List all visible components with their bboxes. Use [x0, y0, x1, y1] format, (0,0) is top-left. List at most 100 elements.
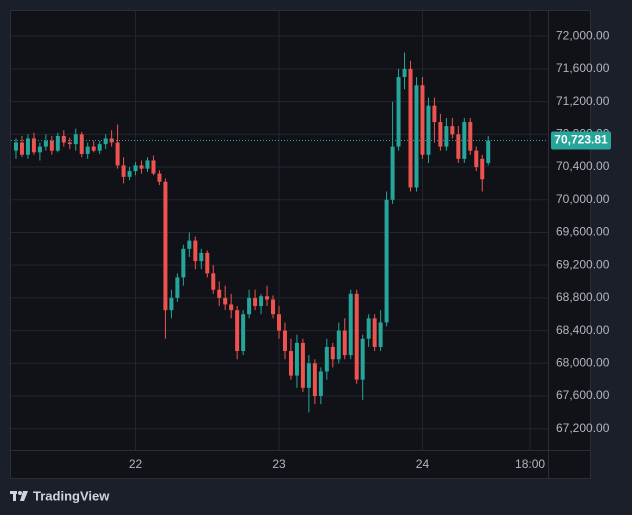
candle-body — [300, 342, 305, 388]
candle-body — [79, 134, 84, 154]
y-tick-label: 69,200.00 — [556, 257, 610, 271]
candle-body — [438, 122, 443, 147]
candle-body — [103, 138, 108, 145]
candle-body — [61, 135, 66, 143]
candle-body — [109, 138, 114, 143]
y-tick-label: 68,400.00 — [556, 323, 610, 337]
candle-body — [384, 199, 389, 323]
candle-body — [187, 240, 192, 249]
candle-body — [163, 181, 168, 311]
last-price-label: 70,723.81 — [554, 133, 608, 147]
candle-body — [468, 122, 473, 151]
candle-body — [282, 330, 287, 352]
candle-body — [49, 140, 54, 151]
candle-body — [372, 318, 377, 347]
candle-body — [288, 351, 293, 376]
candle-body — [426, 105, 431, 155]
candle-body — [19, 142, 24, 155]
candle-body — [450, 126, 455, 135]
candle-body — [480, 158, 485, 180]
candle-body — [157, 173, 162, 182]
candle-body — [139, 165, 144, 169]
candle-body — [211, 273, 216, 290]
candle-body — [127, 171, 132, 177]
candle-body — [330, 346, 335, 360]
candle-body — [444, 126, 449, 147]
candle-body — [169, 297, 174, 311]
x-tick-label: 18:00 — [515, 457, 545, 471]
candle-body — [336, 330, 341, 360]
y-tick-label: 70,400.00 — [556, 159, 610, 173]
candle-body — [408, 68, 413, 188]
candle-body — [235, 310, 240, 352]
x-tick-label: 23 — [272, 457, 286, 471]
candle-body — [115, 142, 120, 166]
candle-body — [193, 240, 198, 262]
candle-body — [145, 160, 150, 169]
candle-body — [13, 142, 18, 151]
candle-body — [181, 248, 186, 278]
candle-body — [217, 289, 222, 298]
candle-body — [259, 296, 264, 307]
y-tick-label: 72,000.00 — [556, 28, 610, 42]
candle-body — [348, 293, 353, 356]
brand-name: TradingView — [33, 488, 110, 503]
candle-body — [37, 146, 42, 153]
candle-body — [402, 68, 407, 78]
y-tick-label: 71,200.00 — [556, 94, 610, 108]
candle-body — [396, 77, 401, 147]
candle-body — [85, 146, 90, 154]
candle-body — [31, 138, 36, 153]
x-tick-label: 22 — [129, 457, 143, 471]
candle-body — [271, 299, 276, 315]
candle-body — [253, 297, 258, 307]
candle-body — [223, 297, 228, 305]
candle-body — [378, 322, 383, 347]
y-tick-label: 71,600.00 — [556, 61, 610, 75]
candle-body — [67, 142, 72, 145]
candle-body — [151, 160, 156, 174]
candle-body — [247, 297, 252, 315]
candle-body — [312, 363, 317, 397]
chart-frame — [10, 10, 591, 479]
last-price-box — [551, 131, 611, 150]
brand-logo — [10, 491, 28, 501]
candle-body — [229, 304, 234, 311]
candle-body — [390, 146, 395, 200]
candle-body — [474, 150, 479, 168]
candle-body — [420, 85, 425, 155]
candle-body — [277, 314, 281, 331]
candle-body — [25, 138, 30, 155]
candle-body — [456, 134, 461, 159]
candle-body — [318, 371, 323, 397]
candle-body — [199, 252, 204, 262]
x-tick-label: 24 — [416, 457, 430, 471]
candle-body — [306, 363, 311, 388]
candle-body — [91, 146, 96, 151]
candle-body — [354, 293, 359, 380]
candle-body — [324, 346, 329, 372]
candle-body — [342, 330, 347, 356]
y-tick-label: 69,600.00 — [556, 225, 610, 239]
candle-body — [55, 135, 60, 151]
y-tick-label: 68,000.00 — [556, 355, 610, 369]
candle-body — [265, 296, 270, 300]
y-tick-label: 67,600.00 — [556, 388, 610, 402]
candle-body — [360, 338, 365, 380]
candle-body — [414, 85, 419, 188]
y-tick-label: 67,200.00 — [556, 421, 610, 435]
candle-body — [366, 318, 371, 339]
candle-body — [121, 165, 126, 177]
candle-body — [43, 140, 48, 147]
y-tick-label: 70,000.00 — [556, 192, 610, 206]
candle-body — [133, 165, 138, 172]
candle-body — [241, 314, 246, 352]
candle-body — [73, 134, 78, 145]
candle-body — [294, 342, 299, 376]
candle-body — [432, 105, 437, 123]
candle-body — [205, 252, 210, 274]
candle-body — [97, 144, 102, 151]
candle-body — [486, 140, 491, 163]
